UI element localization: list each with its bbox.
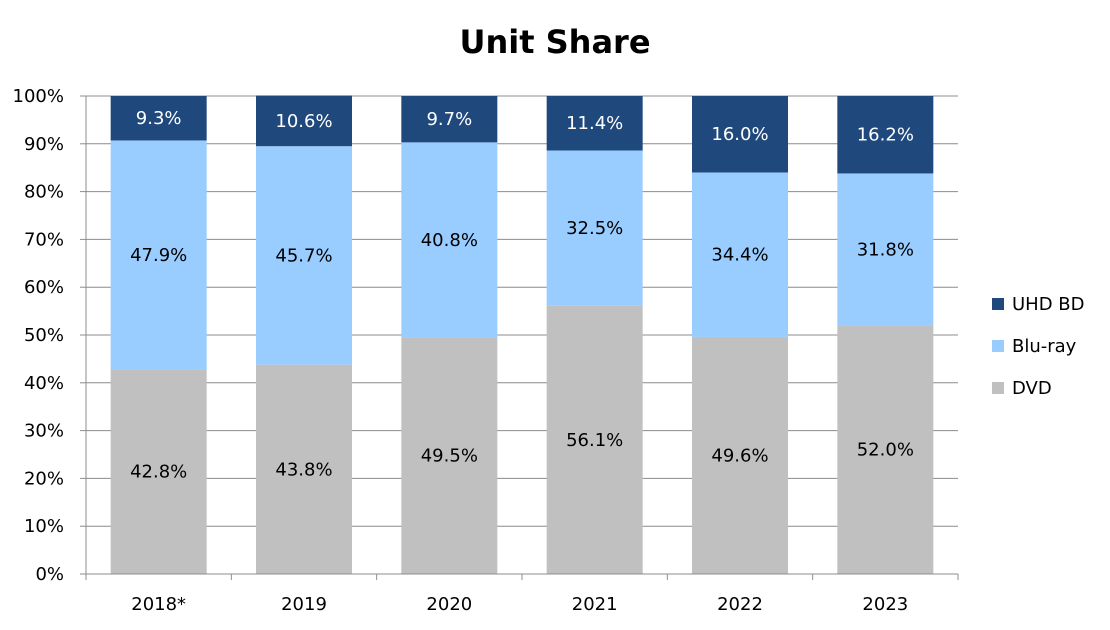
bar-segment (546, 305, 643, 574)
legend-swatch (992, 382, 1004, 394)
axes: 0% 10% 20% 30% 40% 50% 60% 70% 80% 90% 100% 2018* 20… (13, 86, 959, 615)
x-tick-label: 2023 (862, 594, 908, 615)
y-tick-label: 0% (35, 564, 64, 585)
legend: UHD BD Blu-ray DVD (992, 294, 1085, 399)
chart-title: Unit Share (459, 23, 650, 61)
bar-segment (546, 96, 643, 151)
data-label: 16.2% (857, 125, 914, 146)
data-label: 49.6% (711, 445, 768, 466)
x-tick-label: 2018* (131, 594, 186, 615)
x-tick-label: 2019 (281, 594, 327, 615)
data-label: 45.7% (275, 245, 332, 266)
y-tick-label: 50% (24, 325, 64, 346)
bar-segment (110, 96, 207, 141)
bar-segment (401, 337, 498, 574)
gridlines (86, 95, 958, 527)
bar-segment (110, 140, 207, 370)
y-tick-label: 10% (24, 516, 64, 537)
bar-segment (546, 150, 643, 306)
data-label: 43.8% (275, 459, 332, 480)
bar-segment (837, 173, 934, 326)
legend-swatch (992, 298, 1004, 310)
data-label: 32.5% (566, 218, 623, 239)
data-label: 47.9% (130, 245, 187, 266)
x-tick-label: 2022 (717, 594, 763, 615)
y-tick-label: 70% (24, 229, 64, 250)
bar-segment (692, 96, 788, 173)
data-label: 9.7% (426, 109, 472, 130)
y-tick-label: 40% (24, 373, 64, 394)
y-tick-label: 60% (24, 277, 64, 298)
data-label: 10.6% (275, 111, 332, 132)
bar-segment (401, 96, 498, 143)
y-tick-label: 100% (13, 86, 64, 107)
data-label: 49.5% (421, 446, 478, 467)
bar-segment (401, 142, 498, 338)
data-label: 9.3% (136, 108, 182, 129)
bar-segment (837, 96, 934, 174)
data-label: 11.4% (566, 113, 623, 134)
bar-segment (692, 172, 788, 337)
legend-label: DVD (1012, 378, 1052, 399)
bar-segment (256, 95, 352, 147)
y-tick-label: 90% (24, 134, 64, 155)
bar-segment (110, 369, 207, 574)
data-label: 52.0% (857, 440, 914, 461)
data-label: 42.8% (130, 462, 187, 483)
data-label: 34.4% (711, 245, 768, 266)
legend-swatch (992, 340, 1004, 352)
bar-segment (256, 146, 352, 365)
bars (110, 95, 934, 574)
bar-segment (692, 336, 788, 574)
x-tick-label: 2020 (426, 594, 472, 615)
data-labels: 42.8% 47.9% 9.3% 43.8% 45.7% 10.6% 49.5% 40.8% 9… (130, 108, 914, 482)
data-label: 16.0% (711, 124, 768, 145)
y-tick-label: 20% (24, 468, 64, 489)
x-tick-label: 2021 (572, 594, 618, 615)
data-label: 31.8% (857, 239, 914, 260)
legend-label: Blu-ray (1012, 336, 1077, 357)
data-label: 56.1% (566, 430, 623, 451)
y-tick-label: 30% (24, 421, 64, 442)
bar-segment (837, 325, 934, 574)
legend-label: UHD BD (1012, 294, 1085, 315)
data-label: 40.8% (421, 230, 478, 251)
bar-segment (256, 364, 352, 574)
y-tick-label: 80% (24, 182, 64, 203)
